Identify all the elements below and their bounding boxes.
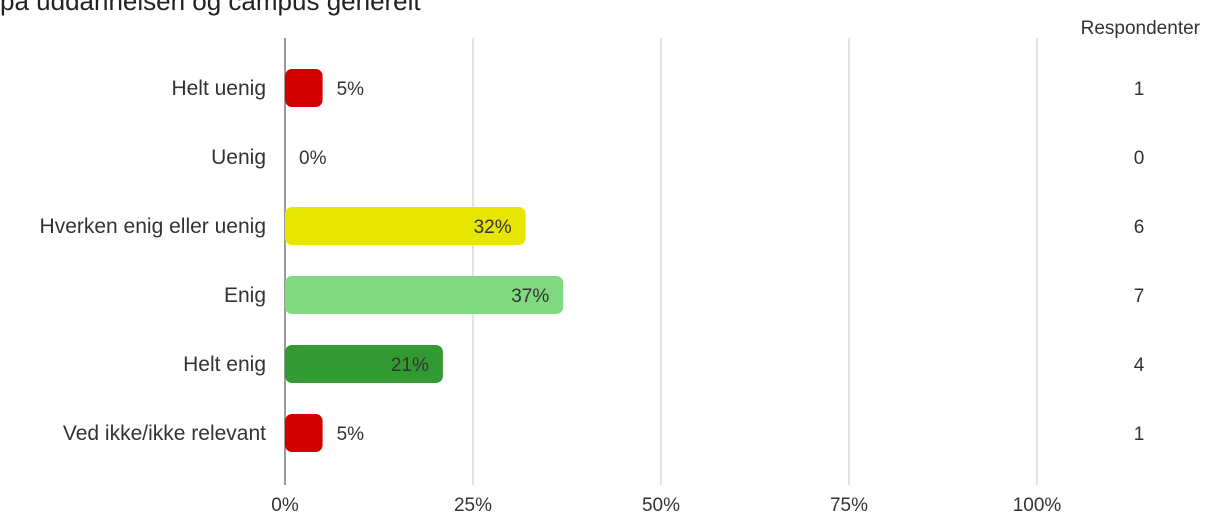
category-label: Ved ikke/ikke relevant	[63, 422, 266, 445]
respondents-header: Respondenter	[1081, 18, 1201, 39]
value-label: 32%	[474, 217, 512, 238]
bar	[285, 69, 323, 107]
respondent-count: 7	[1134, 286, 1145, 307]
x-tick-label: 25%	[454, 495, 492, 516]
bar	[285, 207, 526, 245]
value-label: 5%	[337, 424, 365, 445]
x-tick-label: 50%	[642, 495, 680, 516]
category-label: Helt uenig	[171, 77, 266, 100]
value-label: 0%	[299, 148, 327, 169]
category-label: Enig	[224, 284, 266, 307]
category-label: Uenig	[211, 146, 266, 169]
x-tick-label: 100%	[1013, 495, 1062, 516]
x-tick-label: 0%	[271, 495, 299, 516]
bars	[285, 69, 564, 452]
gridlines	[284, 38, 1038, 485]
bar	[285, 414, 323, 452]
bar	[285, 276, 564, 314]
value-label: 5%	[337, 79, 365, 100]
respondent-count: 4	[1134, 355, 1145, 376]
category-label: Helt enig	[183, 353, 266, 376]
respondent-count: 1	[1134, 424, 1145, 445]
value-label: 37%	[511, 286, 549, 307]
bar	[285, 345, 443, 383]
respondent-count: 0	[1134, 148, 1145, 169]
category-label: Hverken enig eller uenig	[40, 215, 266, 238]
x-tick-label: 75%	[830, 495, 868, 516]
respondent-count: 6	[1134, 217, 1145, 238]
value-label: 21%	[391, 355, 429, 376]
respondent-count: 1	[1134, 79, 1145, 100]
chart-title: på uddannelsen og campus generelt	[0, 0, 421, 16]
